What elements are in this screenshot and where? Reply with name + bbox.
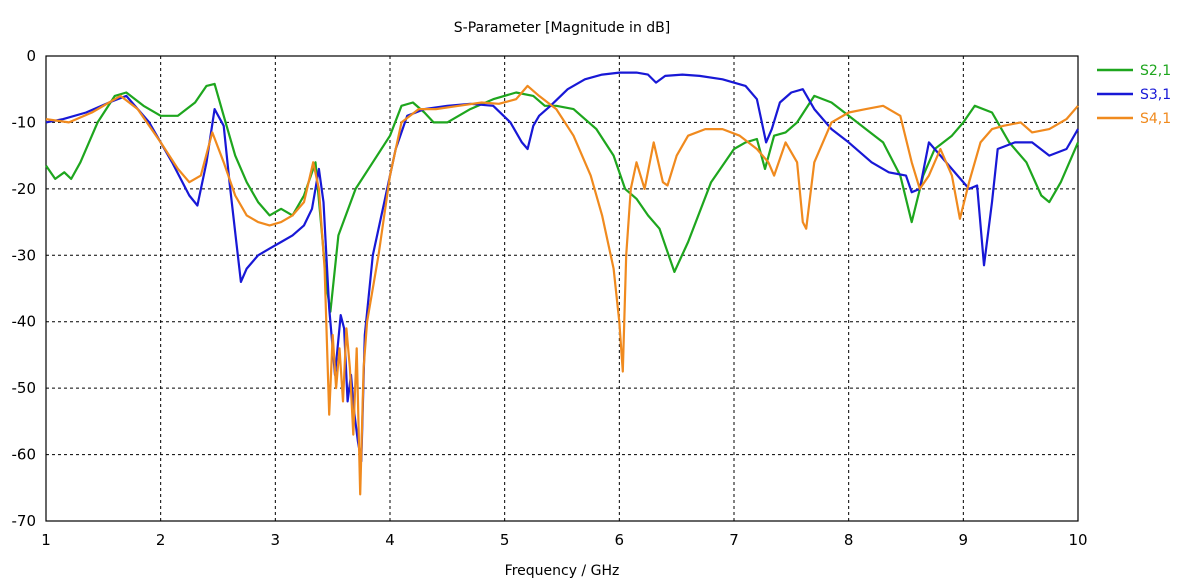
- y-axis-ticks: 0 -10 -20 -30 -40 -50 -60 -70: [12, 47, 37, 530]
- x-tick-label: 6: [615, 531, 625, 549]
- y-tick-label: -10: [12, 113, 37, 131]
- x-tick-label: 8: [844, 531, 854, 549]
- y-tick-label: -40: [12, 313, 37, 331]
- series-line-1: [45, 82, 1080, 313]
- plot-frame: [45, 55, 1079, 522]
- plot-grid: [46, 56, 1078, 521]
- chart-title: S-Parameter [Magnitude in dB]: [454, 20, 670, 36]
- legend-label: S3,1: [1140, 87, 1171, 103]
- x-tick-label: 7: [729, 531, 739, 549]
- y-tick-label: -20: [12, 180, 37, 198]
- legend: S2,1 S3,1 S4,1: [1097, 63, 1171, 127]
- x-tick-label: 3: [271, 531, 281, 549]
- x-axis-ticks: 1 2 3 4 5 6 7 8 9 10: [41, 531, 1087, 549]
- x-tick-label: 5: [500, 531, 510, 549]
- series-line-3: [45, 84, 1079, 496]
- x-tick-label: 9: [959, 531, 969, 549]
- series-lines: [45, 71, 1080, 496]
- x-tick-label: 4: [385, 531, 395, 549]
- y-tick-label: 0: [26, 47, 36, 65]
- y-tick-label: -50: [12, 379, 37, 397]
- legend-label: S4,1: [1140, 111, 1171, 127]
- y-tick-label: -60: [12, 446, 37, 464]
- x-tick-label: 1: [41, 531, 51, 549]
- x-tick-label: 2: [156, 531, 166, 549]
- legend-label: S2,1: [1140, 63, 1171, 79]
- x-tick-label: 10: [1068, 531, 1087, 549]
- series-line-2: [45, 71, 1079, 463]
- y-tick-label: -70: [12, 512, 37, 530]
- x-axis-label: Frequency / GHz: [505, 563, 620, 579]
- y-tick-label: -30: [12, 246, 37, 264]
